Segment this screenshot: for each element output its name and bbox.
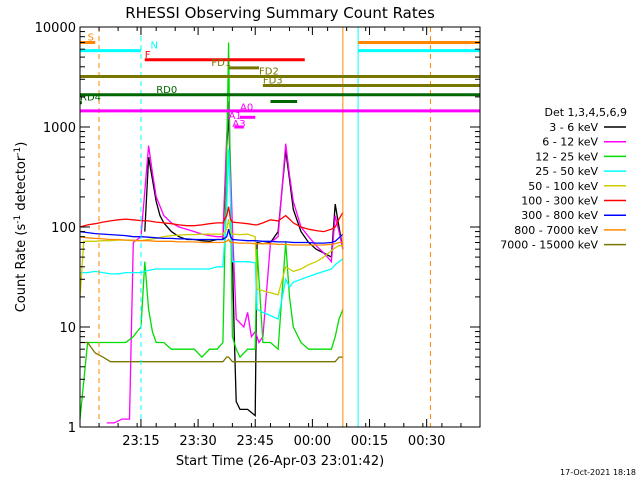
flag-label-n: N [150,41,157,52]
y-tick-label-3: 100 [51,221,76,236]
timestamp: 17-Oct-2021 18:18 [560,468,636,477]
legend-label-7: 300 - 800 keV [521,209,598,222]
y-axis-label-part3: ) [14,142,29,147]
flag-label-rd0: RD0 [156,85,177,96]
x-tick-label-4: 00:00 [294,434,331,449]
chart-title: RHESSI Observing Summary Count Rates [125,4,435,22]
series-line-6 [79,206,344,233]
y-tick-label-1: 1 [68,421,76,436]
y-axis-label-part1: Count Rate (s [14,224,29,313]
y-axis-label-sup1: -1 [13,215,23,224]
y-axis-label-part2: detector [14,155,29,215]
legend-label-5: 50 - 100 keV [528,180,598,193]
flag-label-fd1: FD1 [211,58,231,69]
legend-label-2: 6 - 12 keV [542,136,598,149]
legend-label-4: 25 - 50 keV [535,165,598,178]
series-line-4 [80,149,344,321]
flag-label-fd3: FD3 [263,76,283,87]
y-tick-label-2: 10 [59,321,76,336]
legend-label-6: 100 - 300 keV [521,195,598,208]
series-line-9 [80,341,343,363]
x-tick-label-2: 23:30 [179,434,216,449]
axes: 23:15 23:30 23:45 00:00 00:15 00:30 1 10 100 1000… [35,21,481,449]
y-axis-label-sup2: -1 [13,147,23,156]
legend-label-3: 12 - 25 keV [535,150,598,163]
y-tick-label-4: 1000 [43,121,76,136]
series-line-7 [79,229,344,244]
legend-label-9: 7000 - 15000 keV [500,239,598,252]
flag-label-rd4: RD4 [80,93,101,104]
flag-label-a0: A0 [240,102,253,113]
series-line-1 [144,112,344,417]
x-tick-label-3: 23:45 [237,434,274,449]
x-tick-label-5: 00:15 [351,434,388,449]
legend-label-8: 800 - 7000 keV [514,224,598,237]
flag-label-f: F [145,50,151,61]
x-axis-label: Start Time (26-Apr-03 23:01:42) [176,454,384,469]
flag-label-a3: A3 [232,119,245,130]
series-line-8 [79,236,343,246]
series-line-3 [79,42,344,420]
x-tick-label-1: 23:15 [122,434,159,449]
y-tick-label-5: 10000 [35,21,76,36]
legend-title: Det 1,3,4,5,6,9 [544,106,627,119]
y-axis-label: Count Rate (s-1 detector-1) [13,142,29,313]
flag-label-s: S [88,32,94,43]
flag-label-fd2: FD2 [259,66,279,77]
legend-label-1: 3 - 6 keV [549,121,598,134]
flag-label-a1: A1 [229,111,242,122]
x-tick-label-6: 00:30 [408,434,445,449]
